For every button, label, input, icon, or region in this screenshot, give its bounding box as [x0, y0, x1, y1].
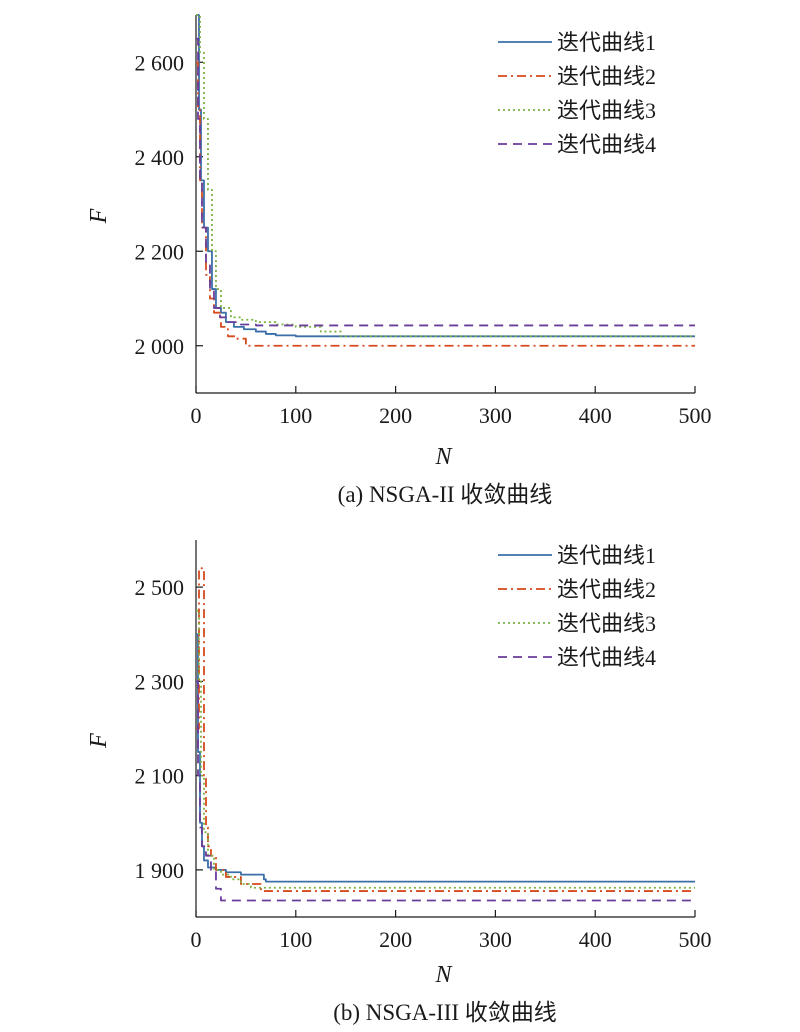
x-axis-label: N: [434, 444, 453, 470]
y-tick-label: 2 600: [135, 50, 185, 75]
x-tick-label: 200: [379, 403, 412, 428]
series-line-2: [196, 61, 695, 347]
x-tick-label: 300: [479, 403, 512, 428]
y-tick-label: 1 900: [135, 858, 185, 883]
x-tick-label: 500: [679, 403, 712, 428]
series-line-1: [196, 14, 695, 338]
chart-panel-1: 0 100 200 300 400 500 2 000 2 200 2 400 2 600 N F 迭代…: [86, 14, 712, 507]
legend: 迭代曲线1 迭代曲线2 迭代曲线3 迭代曲线4: [498, 543, 656, 670]
y-tick-label: 2 500: [135, 575, 185, 600]
x-tick-label: 0: [191, 927, 202, 952]
x-tick-label: 400: [579, 927, 612, 952]
legend-label-1: 迭代曲线1: [557, 543, 656, 568]
legend-label-3: 迭代曲线3: [557, 98, 656, 123]
chart-caption: (b) NSGA-III 收敛曲线: [333, 1000, 557, 1025]
legend-label-3: 迭代曲线3: [557, 611, 656, 636]
x-tick-label: 100: [279, 927, 312, 952]
y-tick-label: 2 300: [135, 669, 185, 694]
y-tick-label: 2 200: [135, 239, 185, 264]
x-tick-label: 400: [579, 403, 612, 428]
legend-label-2: 迭代曲线2: [557, 577, 656, 602]
y-tick-label: 2 400: [135, 145, 185, 170]
x-tick-label: 200: [379, 927, 412, 952]
legend-label-2: 迭代曲线2: [557, 64, 656, 89]
x-tick-label: 100: [279, 403, 312, 428]
legend-label-1: 迭代曲线1: [557, 30, 656, 55]
y-axis-label: F: [86, 733, 112, 749]
legend-label-4: 迭代曲线4: [557, 645, 656, 670]
series-group: [196, 14, 695, 347]
series-line-1: [196, 633, 695, 883]
series-line-4: [196, 680, 695, 902]
x-axis-label: N: [434, 962, 453, 988]
legend-label-4: 迭代曲线4: [557, 132, 656, 157]
x-tick-label: 500: [679, 927, 712, 952]
y-tick-label: 2 000: [135, 334, 185, 359]
legend: 迭代曲线1 迭代曲线2 迭代曲线3 迭代曲线4: [498, 30, 656, 157]
x-tick-label: 0: [191, 403, 202, 428]
series-line-3: [196, 609, 695, 889]
chart-panel-2: 0 100 200 300 400 500 1 900 2 100 2 300 2 500 N F 迭代…: [86, 540, 712, 1025]
y-axis-label: F: [86, 208, 112, 224]
y-tick-label: 2 100: [135, 764, 185, 789]
x-tick-label: 300: [479, 927, 512, 952]
series-group: [196, 567, 695, 902]
chart-caption: (a) NSGA-II 收敛曲线: [338, 482, 553, 507]
